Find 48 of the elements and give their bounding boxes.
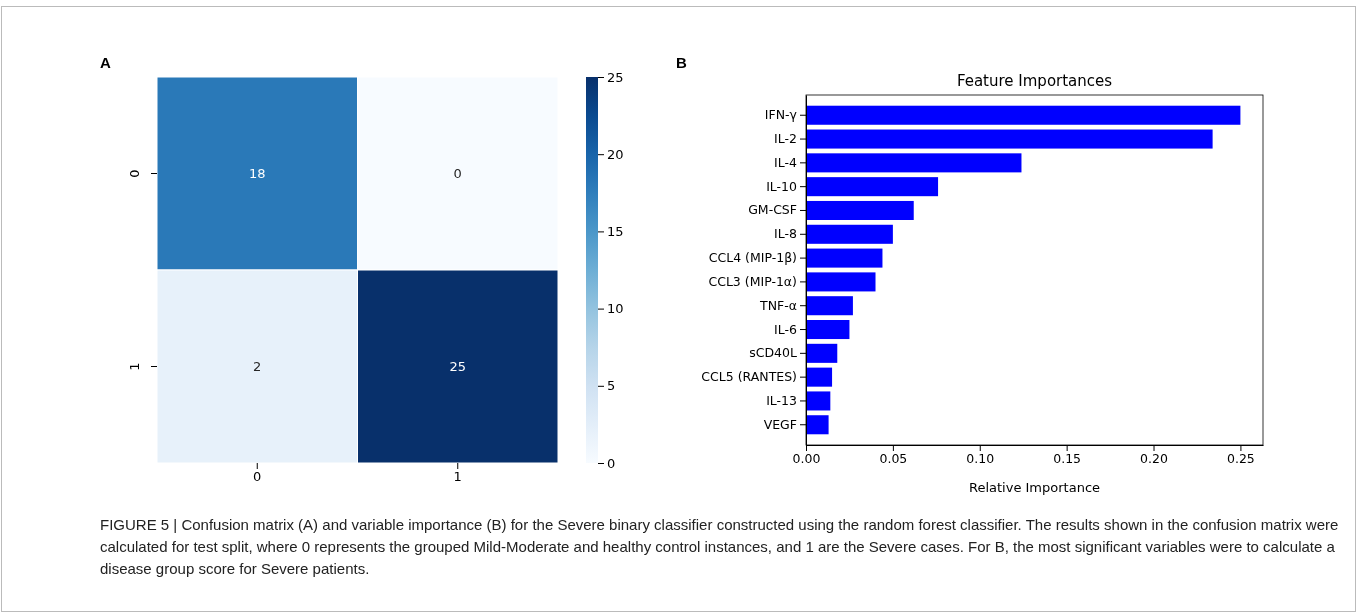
x-axis-title: Relative Importance (968, 480, 1101, 495)
caption: FIGURE 5 | Confusion matrix (A) and variable importance (B) for the Severe binary classifier constructed using the random forest classifier. The results shown in the confusion matrix were calculated for test split, where 0 represents the grouped Mild-Moderate and healthy control instances, and 1 are the Severe cases. For B, the most significant variables were to calculate a disease group score for Severe patients. (100, 515, 1340, 579)
y-tick-label: IL-4 (774, 154, 798, 170)
bar (806, 200, 914, 220)
y-tick-label: IL-8 (774, 226, 798, 242)
x-tick-label: 0.00 (792, 450, 821, 466)
bar (806, 177, 939, 197)
color-bar-label: 20 (607, 146, 624, 162)
bar (806, 296, 853, 316)
x-tick-label: 0.05 (879, 450, 908, 466)
data-label: 0 (453, 166, 462, 182)
data-label: 25 (449, 359, 467, 375)
x-tick-label: 0.20 (1140, 450, 1168, 466)
bar (806, 153, 1022, 173)
text: B (676, 54, 687, 71)
color-bar-label: 15 (607, 224, 624, 240)
y-tick-label: VEGF (763, 416, 797, 432)
bar (806, 224, 893, 244)
color-bar-label: 5 (607, 378, 616, 394)
y-tick-label: IL-13 (766, 392, 797, 408)
color-bar-label: 10 (607, 301, 624, 317)
bar (806, 391, 831, 411)
y-tick-label: IL-2 (774, 131, 797, 147)
y-tick-label: IL-10 (766, 178, 798, 194)
y-tick-label: CCL5 (RANTES) (701, 369, 797, 385)
bar (806, 343, 838, 363)
y-tick-label: TNF-α (759, 297, 797, 313)
x-tick-label: 0.15 (1053, 450, 1082, 466)
data-label: 2 (253, 359, 262, 375)
x-tick-label: 0.10 (966, 450, 995, 466)
y-tick-label: CCL3 (MIP-1α) (708, 273, 797, 289)
bar (806, 105, 1241, 125)
y-tick-label: IFN-γ (764, 107, 798, 123)
y-tick-label: sCD40L (749, 345, 798, 361)
y-tick-label: GM-CSF (748, 202, 797, 218)
chart-title: Feature Importances (956, 72, 1113, 90)
x-tick-label: 0.25 (1226, 450, 1255, 466)
bar (806, 129, 1213, 149)
bar (806, 367, 833, 387)
bar (806, 248, 883, 268)
text: A (100, 54, 111, 71)
bar (806, 415, 829, 435)
y-tick-label: IL-6 (774, 321, 798, 337)
bar (806, 320, 850, 340)
y-tick-label: CCL4 (MIP-1β) (708, 250, 797, 266)
color-bar-label: 25 (607, 69, 624, 85)
bar (806, 272, 876, 292)
data-label: 18 (248, 166, 266, 182)
